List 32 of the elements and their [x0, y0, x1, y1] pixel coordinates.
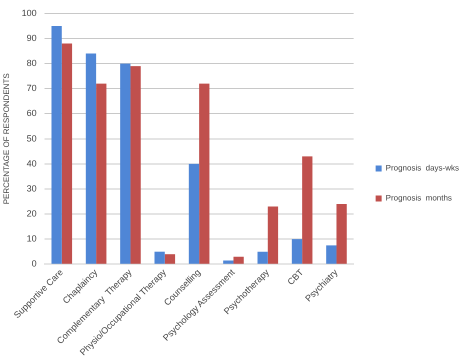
bar [336, 204, 347, 264]
bar [233, 256, 244, 264]
y-tick-label: 50 [26, 133, 37, 144]
bar [120, 64, 130, 264]
bar [188, 164, 200, 264]
y-tick-label: 40 [26, 158, 37, 168]
y-axis-title: PERCENTAGE OF RESPONDENTS [2, 73, 12, 204]
bar [164, 254, 176, 264]
y-tick-label: 0 [32, 258, 37, 269]
bar [154, 252, 165, 264]
bar [302, 156, 312, 264]
legend-label: Prognosis days-wks [386, 164, 459, 173]
y-tick-label: 30 [26, 183, 37, 194]
y-tick-label: 80 [26, 58, 37, 68]
bar [96, 84, 106, 264]
legend-label: Prognosis months [386, 194, 452, 203]
y-tick-label: 90 [26, 32, 37, 43]
bar [223, 260, 234, 264]
y-tick-label: 70 [26, 83, 37, 94]
bar [268, 206, 278, 264]
bar [62, 44, 72, 264]
y-tick-label: 60 [26, 108, 37, 118]
bar [86, 54, 96, 264]
y-tick-label: 20 [26, 208, 37, 219]
bar [51, 26, 62, 264]
bar [258, 252, 268, 264]
bar [130, 66, 141, 264]
bar [199, 84, 210, 264]
bar [292, 239, 302, 264]
y-tick-label: 10 [26, 234, 37, 244]
bar [326, 245, 336, 264]
y-tick-label: 100 [22, 8, 37, 18]
